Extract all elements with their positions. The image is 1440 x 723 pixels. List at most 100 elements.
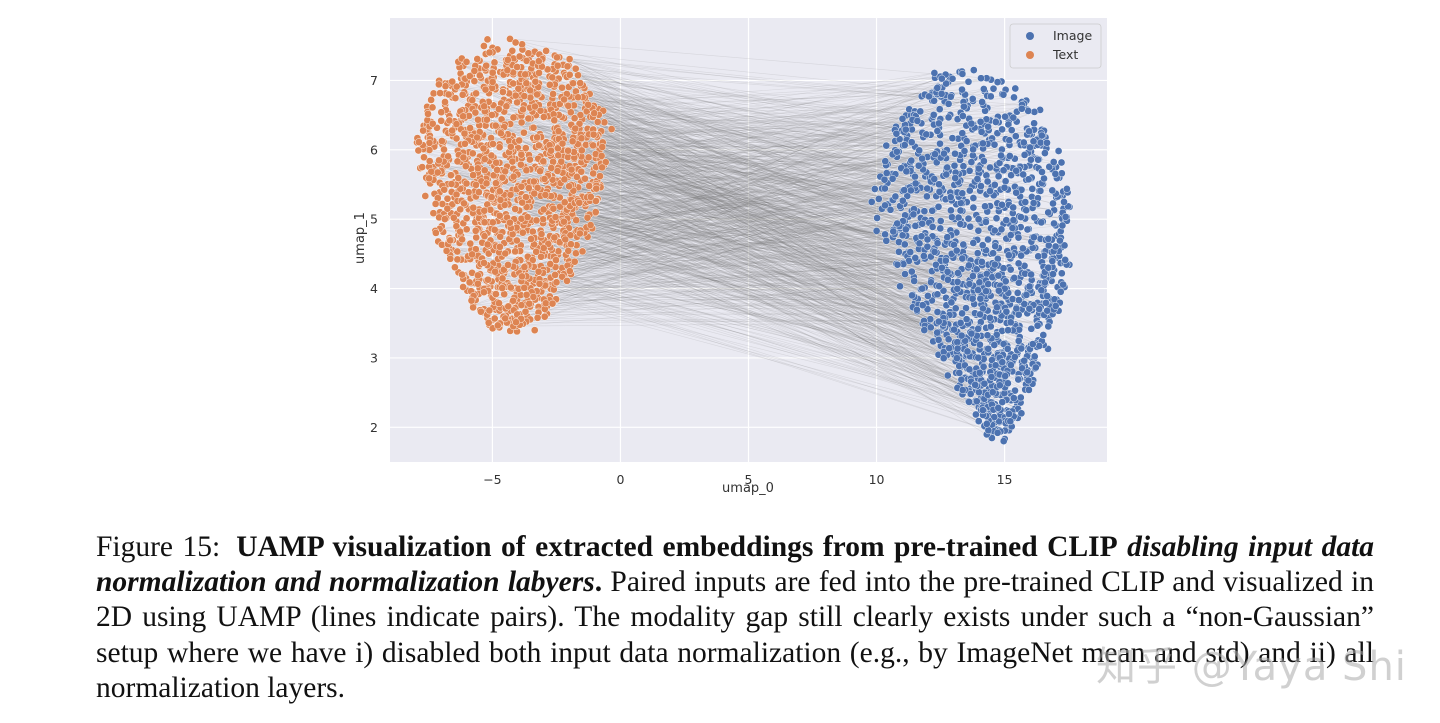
text-point	[488, 68, 497, 77]
pair-line	[461, 120, 973, 127]
text-point	[560, 198, 569, 207]
image-point	[979, 85, 988, 93]
image-point	[870, 185, 879, 193]
image-point	[1004, 326, 1012, 335]
image-point	[1008, 295, 1017, 303]
pair-line	[508, 277, 944, 324]
text-point	[525, 299, 534, 308]
pair-line	[516, 227, 931, 320]
text-point	[506, 190, 515, 199]
image-point	[966, 222, 975, 231]
text-point	[492, 290, 500, 298]
text-point	[462, 58, 471, 66]
text-point	[496, 129, 505, 138]
pair-line	[585, 101, 1022, 414]
image-point	[990, 413, 999, 421]
pair-line	[542, 146, 1026, 274]
text-point	[519, 105, 527, 114]
pair-line	[527, 256, 966, 367]
image-point	[1051, 170, 1060, 178]
image-point	[946, 92, 955, 101]
image-point	[999, 90, 1008, 99]
pair-line	[532, 73, 894, 231]
image-points	[867, 66, 1074, 445]
pair-line	[552, 68, 955, 355]
pair-line	[548, 212, 970, 285]
pair-line	[586, 159, 977, 216]
image-point	[933, 84, 942, 92]
pair-line	[519, 272, 963, 395]
text-point	[468, 96, 477, 105]
image-point	[1010, 353, 1019, 361]
pair-line	[544, 178, 916, 259]
pair-line	[593, 129, 963, 327]
pair-line	[476, 175, 1034, 208]
text-point	[506, 35, 514, 43]
pair-line	[506, 166, 995, 423]
image-point	[999, 264, 1008, 273]
image-point	[969, 272, 977, 280]
pair-line	[563, 64, 979, 172]
pair-line	[458, 144, 905, 231]
image-point	[988, 388, 997, 397]
image-point	[1004, 251, 1013, 260]
text-point	[515, 52, 524, 61]
image-point	[880, 175, 889, 184]
pair-line	[533, 127, 1006, 431]
image-point	[892, 129, 901, 138]
pair-line	[441, 244, 969, 402]
image-point	[1026, 143, 1034, 152]
image-point	[959, 112, 967, 120]
text-point	[440, 145, 448, 154]
image-point	[900, 186, 909, 194]
image-point	[958, 386, 967, 394]
image-point	[974, 286, 982, 294]
pair-line	[563, 139, 965, 350]
text-point	[548, 73, 557, 82]
image-point	[934, 317, 943, 326]
image-point	[973, 249, 982, 258]
pair-line	[491, 270, 1008, 400]
pair-line	[434, 96, 991, 195]
text-point	[531, 102, 539, 111]
text-point	[456, 227, 464, 236]
image-point	[984, 426, 993, 435]
text-point	[592, 197, 600, 205]
pair-line	[572, 213, 997, 336]
pair-line	[515, 108, 940, 268]
image-point	[990, 341, 999, 349]
text-point	[529, 177, 538, 186]
image-point	[1007, 361, 1015, 369]
text-point	[495, 211, 504, 220]
image-point	[1014, 259, 1023, 268]
pair-line	[479, 279, 984, 415]
image-point	[1001, 112, 1009, 121]
text-point	[447, 180, 456, 188]
text-point	[444, 90, 453, 99]
pair-line	[553, 141, 912, 209]
text-point	[539, 215, 547, 224]
pair-line	[458, 177, 958, 343]
image-point	[964, 77, 973, 86]
pair-line	[593, 79, 992, 130]
pair-line	[547, 144, 995, 148]
text-point	[462, 214, 471, 223]
y-axis-label: umap_1	[353, 212, 368, 264]
pair-line	[480, 179, 1027, 311]
image-point	[969, 66, 978, 74]
image-point	[984, 122, 992, 131]
pair-line	[503, 191, 1064, 321]
text-point	[428, 119, 437, 128]
pair-line	[596, 136, 1060, 257]
text-point	[551, 213, 560, 221]
text-point	[469, 203, 478, 212]
image-point	[972, 410, 980, 419]
pair-line	[577, 97, 916, 227]
pair-line	[427, 137, 954, 299]
pair-line	[573, 151, 959, 198]
text-point	[520, 263, 529, 271]
pair-line	[535, 85, 960, 336]
image-point	[963, 347, 972, 356]
image-point	[1027, 324, 1036, 333]
image-point	[934, 202, 943, 211]
